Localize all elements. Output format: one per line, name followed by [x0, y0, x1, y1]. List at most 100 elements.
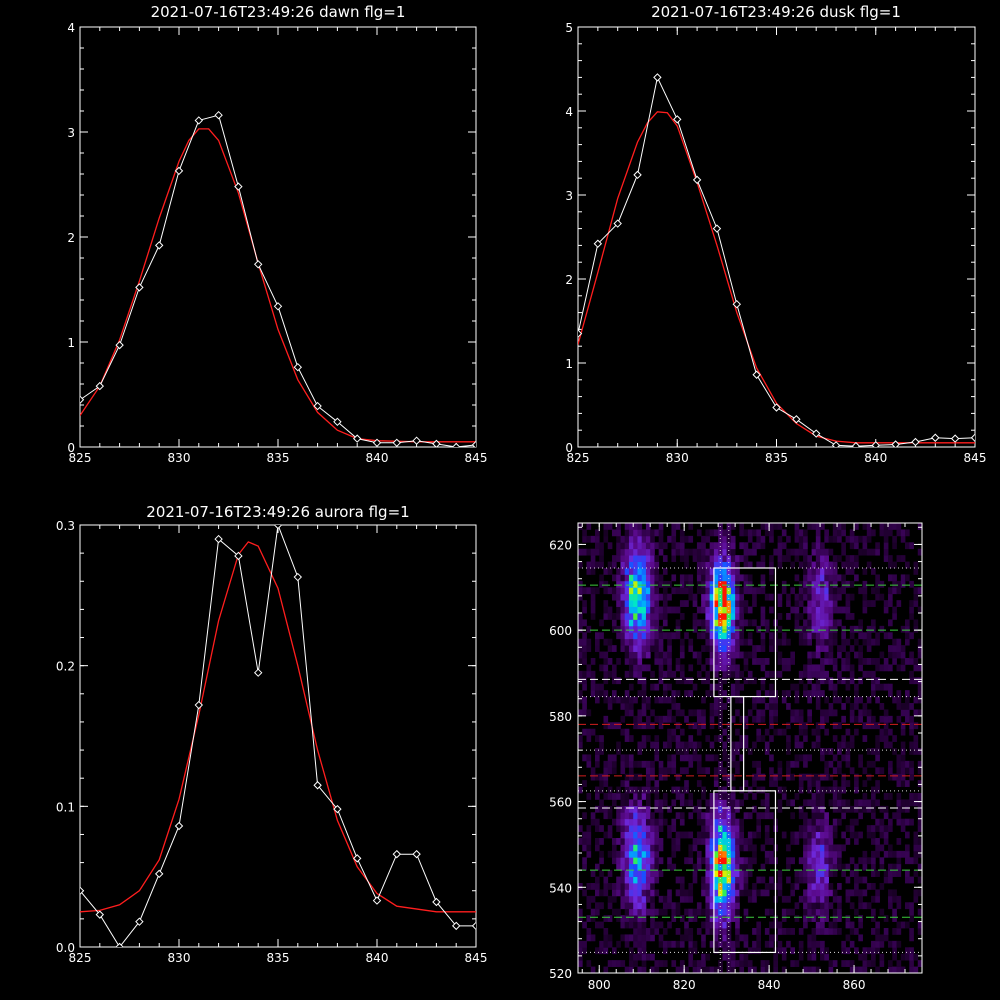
heatmap-cell [701, 574, 706, 582]
heatmap-cell [888, 760, 893, 768]
heatmap-cell [769, 670, 774, 678]
heatmap-cell [726, 793, 732, 800]
heatmap-cell [803, 838, 808, 845]
heatmap-cell [820, 818, 825, 826]
heatmap-cell [637, 670, 643, 678]
heatmap-cell [650, 857, 655, 865]
heatmap-cell [628, 915, 634, 922]
heatmap-cell [777, 651, 783, 659]
heatmap-cell [815, 863, 821, 871]
heatmap-cell [849, 645, 855, 652]
heatmap-cell [824, 870, 829, 877]
heatmap-cell [633, 580, 638, 588]
heatmap-cell [764, 690, 770, 697]
heatmap-cell [586, 831, 592, 839]
heatmap-cell [620, 934, 626, 942]
heatmap-cell [662, 715, 668, 723]
heatmap-cell [633, 645, 638, 652]
heatmap-cell [862, 587, 868, 595]
heatmap-cell [769, 812, 774, 820]
heatmap-cell [811, 844, 817, 852]
observed-point [412, 436, 421, 445]
heatmap-cell [815, 857, 821, 865]
heatmap-cell [871, 568, 876, 575]
heatmap-cell [803, 542, 808, 550]
heatmap-cell [807, 625, 812, 633]
heatmap-cell [713, 889, 719, 897]
heatmap-cell [679, 580, 685, 588]
heatmap-cell [701, 831, 706, 839]
heatmap-cell [739, 825, 745, 832]
heatmap-cell [637, 548, 643, 556]
heatmap-cell [667, 889, 672, 897]
heatmap-cell [692, 947, 698, 955]
heatmap-cell [739, 838, 745, 845]
heatmap-cell [909, 799, 914, 807]
heatmap-cell [841, 638, 846, 646]
heatmap-cell [743, 600, 749, 607]
heatmap-cell [913, 844, 919, 852]
heatmap-cell [858, 645, 863, 652]
heatmap-cell [718, 606, 723, 614]
heatmap-cell [871, 625, 876, 633]
heatmap-cell [862, 863, 868, 871]
heatmap-cell [654, 542, 660, 550]
heatmap-cell [641, 960, 647, 967]
heatmap-cell [696, 741, 702, 749]
heatmap-cell [582, 812, 587, 820]
heatmap-cell [896, 921, 902, 929]
heatmap-cell [862, 670, 868, 678]
heatmap-cell [730, 825, 736, 832]
heatmap-cell [888, 690, 893, 697]
heatmap-cell [764, 523, 770, 530]
heatmap-cell [650, 722, 655, 730]
heatmap-cell [654, 928, 660, 935]
heatmap-cell [603, 934, 609, 942]
heatmap-cell [811, 818, 817, 826]
heatmap-cell [811, 780, 817, 787]
heatmap-cell [633, 902, 638, 910]
heatmap-cell [837, 793, 842, 800]
heatmap-cell [645, 638, 651, 646]
heatmap-cell [871, 690, 876, 697]
heatmap-cell [811, 902, 817, 910]
heatmap-cell [803, 966, 808, 974]
heatmap-cell [777, 760, 783, 768]
heatmap-cell [909, 928, 914, 935]
heatmap-cell [641, 928, 647, 935]
heatmap-cell [590, 606, 596, 614]
heatmap-cell [871, 793, 876, 800]
heatmap-cell [709, 831, 715, 839]
heatmap-cell [654, 850, 660, 858]
heatmap-cell [722, 940, 728, 948]
heatmap-cell [713, 870, 719, 877]
heatmap-cell [611, 555, 617, 562]
heatmap-cell [578, 677, 583, 685]
heatmap-cell [841, 625, 846, 633]
heatmap-cell [688, 844, 694, 852]
heatmap-cell [815, 561, 821, 569]
heatmap-cell [709, 799, 715, 807]
heatmap-cell [841, 812, 846, 820]
heatmap-cell [824, 555, 829, 562]
heatmap-cell [815, 780, 821, 787]
heatmap-cell [709, 876, 715, 884]
heatmap-cell [713, 580, 719, 588]
observed-point [333, 417, 342, 427]
heatmap-cell [913, 625, 919, 633]
heatmap-cell [807, 670, 812, 678]
heatmap-cell [849, 857, 855, 865]
heatmap-cell [637, 651, 643, 659]
heatmap-cell [637, 928, 643, 935]
heatmap-cell [688, 799, 694, 807]
heatmap-cell [641, 690, 647, 697]
heatmap-cell [667, 580, 672, 588]
heatmap-cell [611, 818, 617, 826]
heatmap-cell [777, 876, 783, 884]
heatmap-cell [641, 831, 647, 839]
heatmap-cell [781, 895, 787, 903]
heatmap-cell [722, 703, 728, 710]
heatmap-cell [803, 863, 808, 871]
heatmap-cell [645, 580, 651, 588]
heatmap-cell [705, 613, 711, 620]
